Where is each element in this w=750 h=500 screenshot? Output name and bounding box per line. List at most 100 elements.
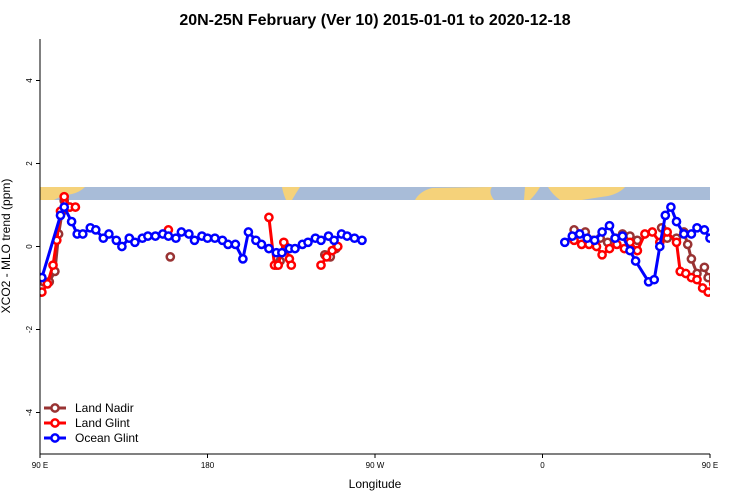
data-point (189, 235, 200, 246)
data-point (589, 235, 600, 246)
series-layer (40, 191, 750, 297)
data-point (671, 216, 682, 227)
data-point (714, 230, 721, 237)
data-point (303, 237, 313, 248)
data-point (733, 224, 740, 231)
data-point (223, 239, 233, 250)
x-tick-label: 90 E (702, 461, 718, 470)
data-point (686, 229, 697, 239)
data-point (719, 282, 726, 289)
data-point (625, 245, 635, 256)
series-2 (40, 202, 749, 287)
data-point (316, 260, 326, 271)
data-point (264, 243, 274, 254)
data-point (662, 227, 673, 237)
chart-title: 20N-25N February (Ver 10) 2015-01-01 to … (179, 12, 570, 29)
data-point (111, 235, 122, 246)
data-point (59, 202, 70, 212)
data-point (574, 229, 585, 239)
data-point (746, 206, 750, 213)
legend-swatch-marker (50, 433, 60, 443)
data-point (721, 260, 728, 267)
data-point (647, 227, 658, 237)
map-land-asia-east (548, 187, 625, 200)
data-point (278, 237, 289, 248)
data-point (597, 227, 607, 237)
map-land-americas (282, 187, 300, 200)
data-point (699, 225, 710, 235)
data-point (716, 268, 723, 275)
x-tick-label: 90 W (366, 461, 385, 470)
data-point (727, 239, 734, 246)
data-point (604, 243, 615, 254)
data-point (736, 197, 743, 204)
data-point (184, 229, 194, 239)
data-point (705, 233, 710, 244)
data-point (632, 245, 643, 256)
y-tick-label: 2 (25, 161, 34, 166)
data-point (349, 233, 360, 244)
data-point (342, 231, 352, 241)
data-point (654, 241, 665, 252)
data-point (604, 220, 615, 231)
data-point (708, 280, 710, 288)
data-point (48, 260, 58, 271)
data-point (559, 237, 570, 248)
data-point (202, 233, 213, 244)
y-tick-label: 0 (25, 244, 34, 249)
map-land-arabia (524, 187, 540, 200)
data-point (742, 239, 749, 246)
world-map-strip (40, 187, 710, 200)
data-point (171, 233, 181, 244)
legend-label: Ocean Glint (75, 431, 139, 445)
data-point (55, 210, 66, 221)
legend-swatch-marker (50, 418, 60, 428)
data-point (321, 252, 332, 262)
data-point (692, 274, 702, 285)
y-tick-label: -4 (25, 408, 34, 416)
data-point (692, 222, 702, 233)
data-point (708, 274, 710, 281)
data-point (264, 212, 274, 223)
data-point (567, 231, 578, 241)
data-point (723, 268, 730, 275)
data-point (649, 274, 660, 285)
data-point (686, 254, 697, 264)
data-point (582, 233, 593, 244)
data-point (117, 241, 127, 252)
data-point (243, 227, 254, 237)
series-1 (40, 191, 750, 297)
data-point (66, 216, 77, 227)
data-point (176, 227, 187, 237)
data-point (273, 260, 284, 271)
data-point (746, 206, 750, 213)
data-point (40, 272, 47, 283)
x-ticks: 90 E 180 90 W 0 90 E (32, 454, 718, 470)
data-point (703, 272, 710, 283)
data-point (77, 229, 88, 239)
data-point (660, 210, 671, 221)
legend-label: Land Nadir (75, 401, 134, 415)
data-point (734, 235, 741, 242)
data-point (256, 239, 267, 250)
data-point (316, 235, 326, 246)
data-point (699, 262, 710, 273)
y-tick-label: 4 (25, 78, 34, 83)
data-point (210, 233, 220, 244)
data-point (714, 284, 721, 291)
data-point (727, 262, 734, 269)
data-point (610, 233, 620, 244)
data-point (742, 204, 749, 211)
data-point (740, 204, 747, 211)
series-0 (40, 195, 750, 291)
data-point (165, 252, 176, 262)
map-land-africa (415, 187, 494, 200)
legend-label: Land Glint (75, 416, 130, 430)
x-tick-label: 180 (201, 461, 215, 470)
data-point (42, 279, 53, 289)
data-point (679, 229, 689, 239)
legend-swatch-marker (50, 403, 60, 413)
x-tick-label: 0 (540, 461, 545, 470)
